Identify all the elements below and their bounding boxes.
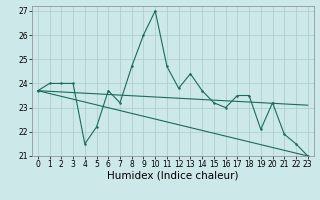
X-axis label: Humidex (Indice chaleur): Humidex (Indice chaleur) [107,171,238,181]
